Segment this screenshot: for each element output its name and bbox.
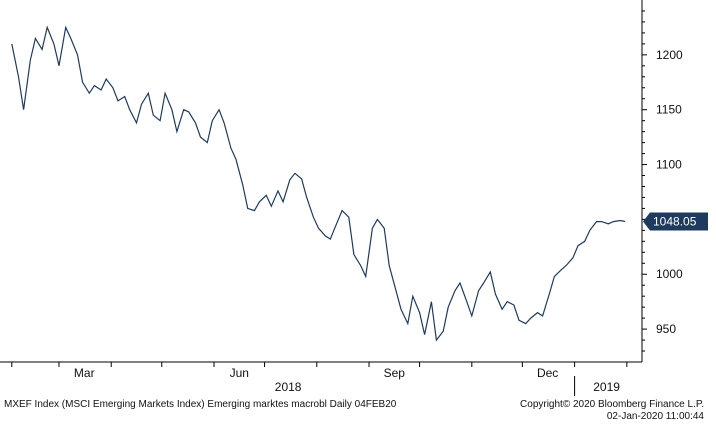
last-value-box <box>643 212 708 231</box>
last-value-tag: 1048.05 <box>643 212 708 231</box>
y-tick-label: 1100 <box>656 158 682 172</box>
x-month-label: Dec <box>537 366 558 380</box>
plot-background <box>0 0 642 362</box>
x-year-label: 2019 <box>593 380 620 394</box>
x-month-label: Mar <box>74 366 95 380</box>
y-axis: 95010001050110011501200 <box>642 10 683 352</box>
y-tick-label: 1150 <box>656 103 682 117</box>
y-tick-label: 1000 <box>656 267 683 281</box>
timestamp-line: 02-Jan-2020 11:00:44 <box>606 411 704 422</box>
x-month-label: Sep <box>384 366 406 380</box>
series-line <box>11 25 626 342</box>
copyright-line: Copyright© 2020 Bloomberg Finance L.P. <box>520 399 704 410</box>
x-axis: Mar Jun Sep Dec 2018 2019 <box>11 362 628 396</box>
y-tick-label: 950 <box>656 322 676 336</box>
footer-copyright: Copyright© 2020 Bloomberg Finance L.P. 0… <box>520 399 704 423</box>
x-year-label: 2018 <box>275 380 302 394</box>
footer-source: MXEF Index (MSCI Emerging Markets Index)… <box>4 399 397 410</box>
last-value-label: 1048.05 <box>653 215 697 229</box>
x-month-label: Jun <box>230 366 249 380</box>
plot-area <box>0 0 642 362</box>
y-tick-label: 1200 <box>656 48 683 62</box>
